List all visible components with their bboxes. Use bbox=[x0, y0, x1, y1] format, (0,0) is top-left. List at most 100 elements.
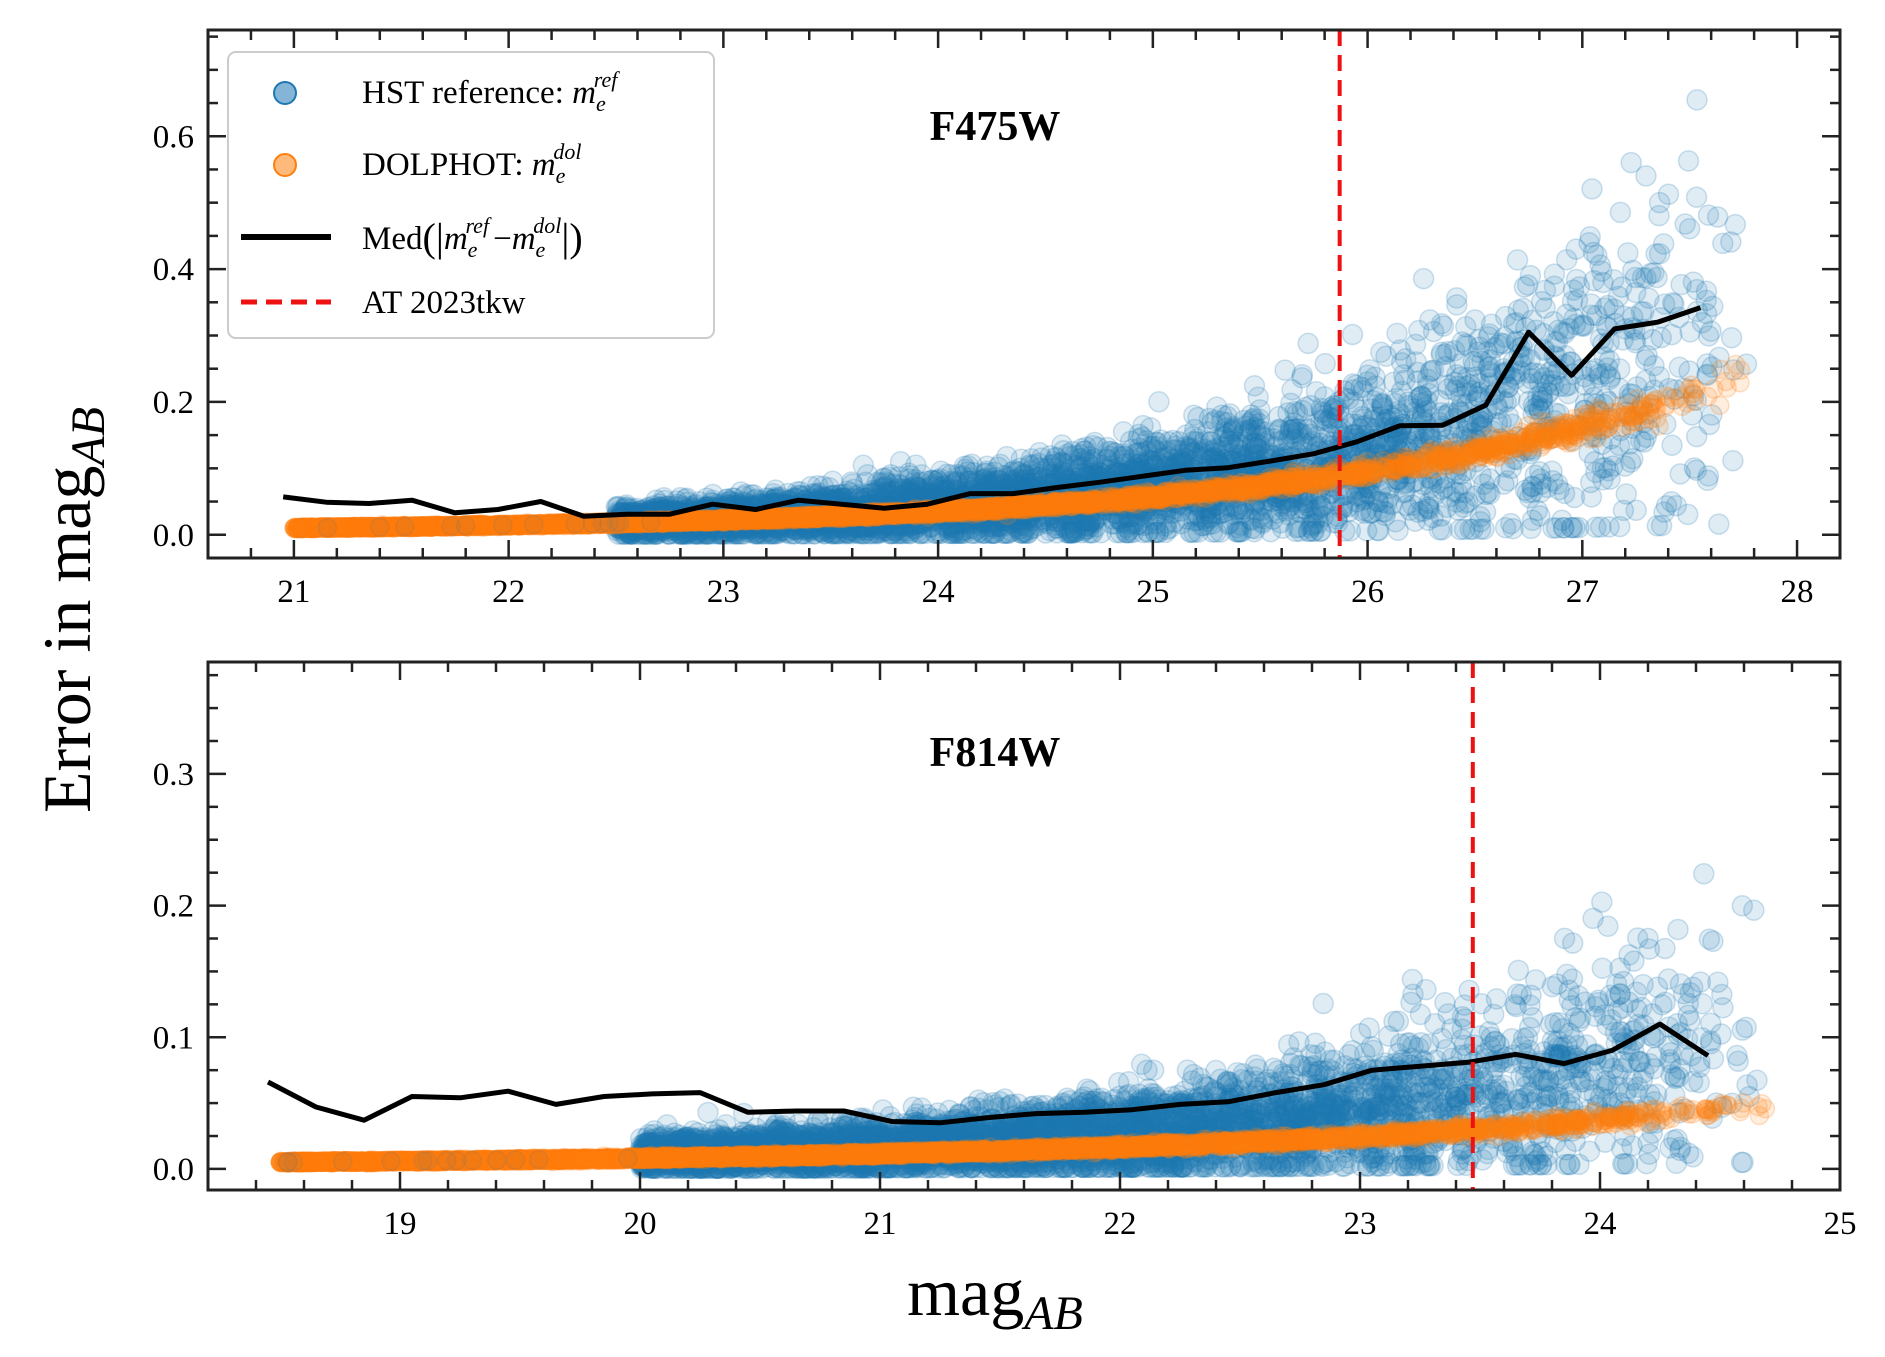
hst-point bbox=[1128, 452, 1150, 474]
hst-point bbox=[1650, 514, 1673, 537]
hst-point bbox=[1390, 380, 1413, 403]
hst-point bbox=[1590, 260, 1613, 282]
hst-point bbox=[1286, 474, 1308, 497]
hst-point bbox=[628, 517, 651, 539]
hst-point bbox=[1396, 462, 1419, 485]
hst-point bbox=[1199, 431, 1222, 453]
hst-point bbox=[855, 516, 877, 539]
hst-point bbox=[1309, 486, 1332, 509]
hst-point bbox=[899, 511, 922, 533]
hst-point bbox=[1631, 266, 1654, 289]
hst-point bbox=[1114, 483, 1137, 506]
hst-point bbox=[1041, 495, 1063, 517]
hst-point bbox=[740, 521, 763, 544]
hst-point bbox=[1074, 490, 1097, 513]
hst-point bbox=[1019, 493, 1041, 515]
hst-point bbox=[1148, 391, 1170, 413]
hst-point bbox=[1445, 287, 1468, 309]
hst-point bbox=[1086, 487, 1109, 509]
hst-point bbox=[1309, 520, 1331, 542]
hst-point bbox=[1273, 488, 1296, 511]
hst-point bbox=[1450, 474, 1473, 496]
hst-point bbox=[1314, 352, 1336, 375]
hst-point bbox=[1518, 486, 1541, 509]
hst-point bbox=[1582, 241, 1605, 264]
hst-point bbox=[970, 511, 993, 534]
hst-point bbox=[988, 508, 1011, 530]
hst-point bbox=[1057, 490, 1080, 512]
hst-point bbox=[1573, 399, 1596, 422]
hst-point bbox=[1430, 341, 1453, 364]
hst-point bbox=[1306, 507, 1328, 529]
hst-point bbox=[623, 517, 645, 539]
hst-point bbox=[1452, 496, 1475, 518]
hst-point bbox=[986, 499, 1009, 521]
hst-point bbox=[967, 508, 989, 530]
hst-point bbox=[1655, 495, 1678, 517]
hst-point bbox=[1218, 512, 1241, 534]
hst-point bbox=[874, 482, 896, 505]
hst-point bbox=[801, 507, 824, 529]
hst-point bbox=[984, 466, 1006, 489]
hst-point bbox=[1677, 503, 1699, 526]
hst-point bbox=[891, 480, 914, 502]
hst-point bbox=[1009, 496, 1031, 518]
hst-point bbox=[1030, 447, 1053, 469]
hst-point bbox=[1416, 368, 1439, 391]
hst-point bbox=[821, 522, 843, 545]
hst-point bbox=[1469, 511, 1492, 533]
hst-point bbox=[1451, 331, 1473, 353]
hst-point bbox=[950, 522, 972, 545]
hst-point bbox=[861, 512, 883, 534]
hst-point bbox=[1310, 456, 1332, 479]
hst-point bbox=[1142, 435, 1164, 458]
hst-point bbox=[649, 516, 671, 538]
hst-point bbox=[1210, 499, 1232, 521]
hst-point bbox=[892, 510, 915, 532]
hst-point bbox=[694, 511, 716, 534]
hst-point bbox=[807, 505, 829, 528]
hst-point bbox=[736, 520, 759, 543]
hst-point bbox=[1475, 483, 1497, 506]
hst-point bbox=[1187, 406, 1209, 429]
hst-point bbox=[634, 523, 656, 545]
hst-point bbox=[1696, 469, 1719, 492]
hst-point bbox=[1143, 508, 1165, 531]
hst-point bbox=[1461, 422, 1483, 444]
hst-point bbox=[1134, 491, 1156, 514]
hst-point bbox=[1230, 493, 1253, 515]
hst-point bbox=[863, 516, 885, 539]
hst-point bbox=[781, 511, 804, 533]
hst-point bbox=[1678, 217, 1701, 240]
hst-point bbox=[1428, 519, 1451, 541]
hst-point bbox=[1534, 297, 1556, 319]
hst-point bbox=[1204, 471, 1226, 493]
hst-point bbox=[1568, 276, 1591, 298]
hst-point bbox=[1679, 321, 1701, 343]
hst-point bbox=[1489, 332, 1512, 354]
hst-point bbox=[1544, 363, 1567, 386]
hst-point bbox=[680, 521, 702, 544]
hst-point bbox=[1109, 521, 1132, 544]
hst-point bbox=[1722, 449, 1744, 472]
hst-point bbox=[1590, 418, 1612, 441]
hst-point bbox=[1265, 469, 1288, 491]
hst-point bbox=[1712, 232, 1734, 255]
hst-point bbox=[1615, 483, 1638, 505]
hst-point bbox=[846, 515, 869, 538]
hst-point bbox=[1620, 151, 1642, 174]
hst-point bbox=[688, 518, 711, 541]
hst-point bbox=[920, 515, 943, 538]
hst-point bbox=[1134, 506, 1156, 528]
hst-point bbox=[1708, 513, 1730, 535]
hst-point bbox=[1169, 476, 1191, 498]
hst-point bbox=[989, 496, 1012, 518]
hst-point bbox=[669, 523, 691, 545]
hst-point bbox=[1646, 515, 1669, 537]
hst-point bbox=[800, 509, 822, 532]
hst-point bbox=[1565, 238, 1587, 260]
hst-point bbox=[1670, 273, 1692, 296]
hst-point bbox=[1661, 434, 1683, 457]
hst-point bbox=[1387, 519, 1409, 542]
